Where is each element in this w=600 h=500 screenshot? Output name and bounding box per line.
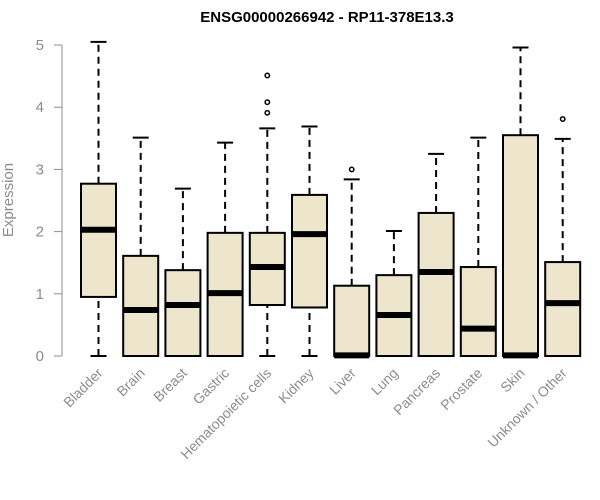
box-lung	[375, 229, 413, 358]
y-tick-label: 2	[36, 224, 44, 241]
x-tick-label: Breast	[150, 365, 190, 405]
outlier-point	[348, 166, 355, 173]
x-tick-label: Liver	[326, 365, 359, 398]
y-tick-label: 1	[36, 286, 44, 303]
box-prostate	[459, 136, 497, 357]
y-tick-label: 3	[36, 161, 44, 178]
iqr-box	[122, 254, 160, 357]
box-liver	[333, 166, 371, 359]
iqr-box	[80, 182, 117, 298]
iqr-box	[291, 193, 328, 309]
x-tick-label: Skin	[497, 365, 528, 396]
y-axis: 0 1 2 3 4 5	[36, 37, 63, 365]
box-skin	[502, 46, 539, 359]
box-breast	[164, 187, 202, 357]
iqr-box	[164, 269, 202, 357]
box-brain	[122, 136, 160, 357]
x-tick-label: Brain	[113, 365, 147, 399]
x-tick-label: Prostate	[437, 365, 485, 413]
box-unknown-other	[544, 116, 582, 357]
iqr-box	[502, 134, 539, 357]
iqr-box	[417, 211, 455, 357]
x-tick-label: Lung	[368, 365, 401, 398]
iqr-box	[459, 266, 497, 357]
chart-title: ENSG00000266942 - RP11-378E13.3	[200, 9, 454, 26]
x-tick-label: Unknown / Other	[484, 365, 570, 451]
y-tick-label: 4	[36, 99, 44, 116]
boxes	[80, 40, 582, 359]
iqr-box	[544, 261, 582, 357]
box-pancreas	[417, 152, 455, 357]
y-tick-label: 0	[36, 348, 44, 365]
iqr-box	[333, 284, 371, 357]
x-tick-label: Pancreas	[390, 365, 443, 418]
x-tick-label: Bladder	[60, 365, 106, 411]
box-gastric	[206, 141, 244, 357]
y-tick-label: 5	[36, 37, 44, 54]
box-hematopoietic-cells	[248, 72, 286, 357]
outlier-point	[559, 116, 566, 122]
outlier-point	[264, 109, 271, 116]
outlier-point	[264, 99, 271, 106]
box-kidney	[291, 125, 328, 357]
box-bladder	[80, 40, 117, 357]
y-axis-label: Expression	[0, 163, 17, 237]
x-tick-label: Kidney	[275, 365, 317, 407]
outlier-point	[264, 72, 271, 79]
